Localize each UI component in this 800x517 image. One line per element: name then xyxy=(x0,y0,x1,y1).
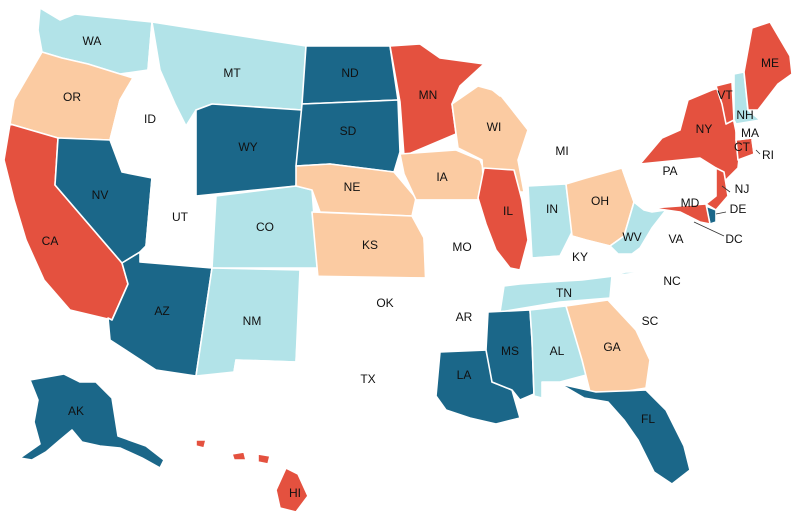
state-label-mo: MO xyxy=(452,240,471,254)
state-label-me: ME xyxy=(761,56,779,70)
state-hi-part-4 xyxy=(195,439,207,449)
state-fl xyxy=(559,383,691,485)
state-in xyxy=(527,183,573,259)
state-ri xyxy=(751,139,761,155)
state-label-ct: CT xyxy=(734,140,751,154)
state-label-nc: NC xyxy=(663,274,681,288)
state-label-mn: MN xyxy=(419,88,438,102)
state-label-ri: RI xyxy=(762,148,774,162)
state-label-ne: NE xyxy=(344,180,361,194)
state-hi-part-3 xyxy=(231,451,247,461)
state-label-vt: VT xyxy=(717,88,733,102)
state-mi-part-1 xyxy=(497,83,591,187)
state-hi-part-1 xyxy=(275,467,309,513)
state-label-or: OR xyxy=(63,90,81,104)
state-md xyxy=(651,203,711,225)
leader-line-de xyxy=(715,211,727,215)
leader-line-ri xyxy=(755,149,761,155)
state-label-il: IL xyxy=(503,204,513,218)
state-label-de: DE xyxy=(730,202,747,216)
state-labels: WA OR CA ID NV UT AZ MT WY CO NM ND SD NE KS OK TX MN IA MO… xyxy=(42,34,779,500)
state-label-wi: WI xyxy=(487,120,502,134)
state-label-ma: MA xyxy=(741,126,759,140)
state-label-nh: NH xyxy=(736,108,753,122)
state-label-in: IN xyxy=(546,202,558,216)
state-label-nd: ND xyxy=(341,66,359,80)
state-label-la: LA xyxy=(457,368,472,382)
state-ma xyxy=(735,121,773,141)
state-label-al: AL xyxy=(550,344,565,358)
leader-line-dc xyxy=(693,221,725,237)
state-label-dc: DC xyxy=(725,232,743,246)
state-hi-part-2 xyxy=(257,453,271,465)
state-label-hi: HI xyxy=(289,486,301,500)
state-label-co: CO xyxy=(256,220,274,234)
state-label-ks: KS xyxy=(362,238,378,252)
state-dc xyxy=(681,215,691,225)
state-label-wa: WA xyxy=(83,34,102,48)
state-label-md: MD xyxy=(681,196,700,210)
state-label-nm: NM xyxy=(243,314,262,328)
state-label-va: VA xyxy=(668,232,683,246)
state-label-ms: MS xyxy=(501,344,519,358)
state-me xyxy=(743,21,793,111)
state-label-mi: MI xyxy=(555,144,568,158)
state-mi-part-2 xyxy=(489,73,551,97)
state-label-id: ID xyxy=(144,112,156,126)
state-wy xyxy=(195,103,303,197)
state-label-ok: OK xyxy=(376,296,393,310)
state-label-nv: NV xyxy=(92,188,109,202)
state-label-oh: OH xyxy=(591,194,609,208)
state-label-ut: UT xyxy=(172,210,189,224)
state-label-sd: SD xyxy=(340,124,357,138)
state-label-nj: NJ xyxy=(735,182,750,196)
state-label-tx: TX xyxy=(360,372,375,386)
leader-line-nj xyxy=(721,185,731,193)
state-label-ky: KY xyxy=(572,250,588,264)
state-label-sc: SC xyxy=(642,314,659,328)
state-label-ga: GA xyxy=(603,340,620,354)
state-label-wy: WY xyxy=(238,140,257,154)
state-il xyxy=(477,167,529,271)
label-leader-lines xyxy=(693,149,761,237)
state-label-wv: WV xyxy=(622,230,641,244)
state-label-az: AZ xyxy=(154,304,169,318)
state-shapes xyxy=(3,7,793,513)
state-label-ar: AR xyxy=(456,310,473,324)
state-label-pa: PA xyxy=(662,164,677,178)
state-label-fl: FL xyxy=(641,412,655,426)
state-tx xyxy=(233,289,447,471)
state-label-ny: NY xyxy=(696,122,713,136)
state-label-ak: AK xyxy=(68,404,84,418)
state-label-mt: MT xyxy=(223,66,241,80)
state-label-ia: IA xyxy=(436,170,447,184)
state-vt xyxy=(715,81,735,125)
state-label-ca: CA xyxy=(42,234,59,248)
state-ak xyxy=(19,373,165,469)
state-mn xyxy=(389,43,485,157)
state-label-tn: TN xyxy=(556,286,572,300)
